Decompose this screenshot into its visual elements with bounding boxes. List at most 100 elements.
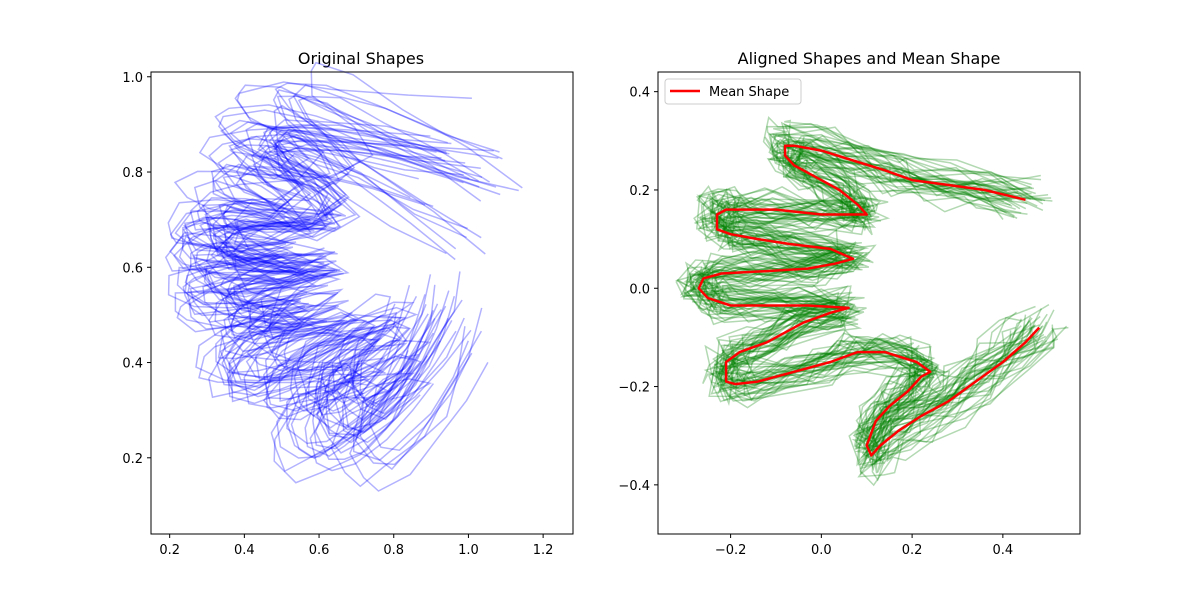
aligned-shape-line — [689, 134, 1056, 478]
aligned-shape-line — [703, 159, 1036, 456]
original-shape-line — [217, 145, 464, 433]
original-shape-line — [176, 144, 447, 473]
aligned-shape-line — [682, 126, 1041, 463]
mean-shape-layer — [697, 144, 1041, 457]
original-shape-line — [199, 119, 501, 488]
aligned-shape-line — [695, 133, 1048, 443]
y-tick-label: 0.8 — [122, 166, 143, 181]
right-y-ticks: −0.4 −0.2 0.0 0.2 0.4 — [618, 86, 658, 494]
original-shape-line — [222, 61, 523, 431]
right-axes-frame — [657, 71, 1081, 535]
y-tick-label: −0.2 — [618, 381, 650, 396]
legend-box — [664, 78, 802, 105]
y-tick-label: −0.4 — [618, 479, 650, 494]
original-shape-line — [169, 109, 448, 444]
aligned-shape-line — [688, 139, 1048, 463]
x-tick-label: 0.0 — [811, 543, 832, 558]
aligned-shape-line — [708, 149, 1023, 455]
original-shape-line — [232, 143, 466, 415]
original-shape-line — [183, 144, 411, 412]
y-tick-label: 0.2 — [629, 184, 650, 199]
aligned-shape-line — [695, 123, 1055, 454]
left-y-ticks: 0.2 0.4 0.6 0.8 1.0 — [122, 71, 151, 467]
aligned-shape-line — [701, 134, 1058, 474]
original-shape-line — [205, 134, 457, 445]
legend-mean-shape-label: Mean Shape — [709, 85, 789, 100]
original-shape-line — [233, 84, 500, 407]
aligned-shape-line — [691, 133, 1036, 440]
left-chart-title: Original Shapes — [298, 49, 424, 68]
original-shape-line — [216, 128, 519, 492]
original-shape-line — [233, 128, 480, 421]
x-tick-label: 1.2 — [533, 543, 554, 558]
aligned-shape-line — [683, 119, 1069, 463]
aligned-shape-line — [696, 133, 1024, 440]
aligned-shape-line — [699, 139, 1022, 436]
original-shape-line — [235, 95, 491, 405]
x-tick-label: 0.2 — [159, 543, 180, 558]
original-shape-line — [227, 149, 442, 406]
x-tick-label: −0.2 — [715, 543, 747, 558]
original-shape-line — [182, 121, 446, 439]
aligned-shape-line — [711, 140, 1036, 436]
x-tick-label: 0.8 — [383, 543, 404, 558]
original-shape-line — [222, 124, 452, 386]
original-shape-line — [205, 89, 470, 412]
aligned-shape-line — [684, 115, 1032, 463]
y-tick-label: 0.2 — [122, 452, 143, 467]
original-shape-line — [224, 153, 468, 454]
original-shape-line — [210, 126, 499, 466]
original-shape-line — [173, 138, 411, 416]
original-shape-line — [192, 140, 456, 459]
original-shape-line — [207, 147, 481, 471]
original-shape-line — [217, 135, 497, 461]
y-tick-label: 0.4 — [122, 357, 143, 372]
aligned-shape-line — [696, 150, 1032, 452]
right-chart-title: Aligned Shapes and Mean Shape — [738, 49, 1001, 68]
aligned-shape-line — [692, 143, 1027, 451]
original-shape-line — [187, 133, 464, 461]
aligned-shape-line — [679, 133, 1027, 451]
original-shape-line — [189, 81, 472, 421]
original-shape-line — [221, 139, 450, 408]
original-shape-line — [219, 124, 494, 451]
original-shape-line — [164, 126, 431, 436]
aligned-shape-line — [709, 152, 1045, 463]
original-shape-line — [222, 94, 479, 404]
y-tick-label: 0.0 — [629, 282, 650, 297]
original-shape-line — [195, 122, 419, 401]
x-tick-label: 0.4 — [993, 543, 1014, 558]
original-shape-line — [178, 104, 486, 484]
original-shape-line — [213, 82, 503, 434]
mean-shape-line — [697, 144, 1041, 457]
y-tick-label: 0.6 — [122, 261, 143, 276]
x-tick-label: 1.0 — [458, 543, 479, 558]
aligned-shape-line — [691, 150, 1048, 467]
aligned-shape-line — [682, 137, 1068, 476]
aligned-shape-line — [689, 143, 1036, 440]
aligned-shape-line — [679, 139, 1039, 461]
y-tick-label: 1.0 — [122, 71, 143, 86]
left-x-ticks: 0.2 0.4 0.6 0.8 1.0 1.2 — [159, 534, 553, 558]
original-shape-line — [212, 129, 483, 444]
y-tick-label: 0.4 — [629, 86, 650, 101]
original-shape-line — [203, 138, 467, 458]
aligned-shapes-panel: Aligned Shapes and Mean Shape −0.2 0.0 0.2… — [618, 49, 1081, 558]
aligned-shape-line — [691, 136, 1047, 482]
original-shape-line — [173, 84, 448, 417]
legend: Mean Shape — [664, 78, 802, 105]
aligned-shape-line — [694, 157, 1017, 447]
original-shape-line — [209, 95, 482, 429]
original-shapes-lines — [164, 61, 523, 492]
aligned-shape-line — [684, 138, 1059, 487]
x-tick-label: 0.2 — [902, 543, 923, 558]
left-axes-frame — [150, 71, 574, 535]
x-tick-label: 0.6 — [309, 543, 330, 558]
aligned-shape-line — [695, 121, 1043, 451]
original-shape-line — [203, 131, 482, 472]
aligned-shape-line — [694, 142, 1043, 462]
x-tick-label: 0.4 — [234, 543, 255, 558]
original-shape-line — [167, 104, 450, 450]
